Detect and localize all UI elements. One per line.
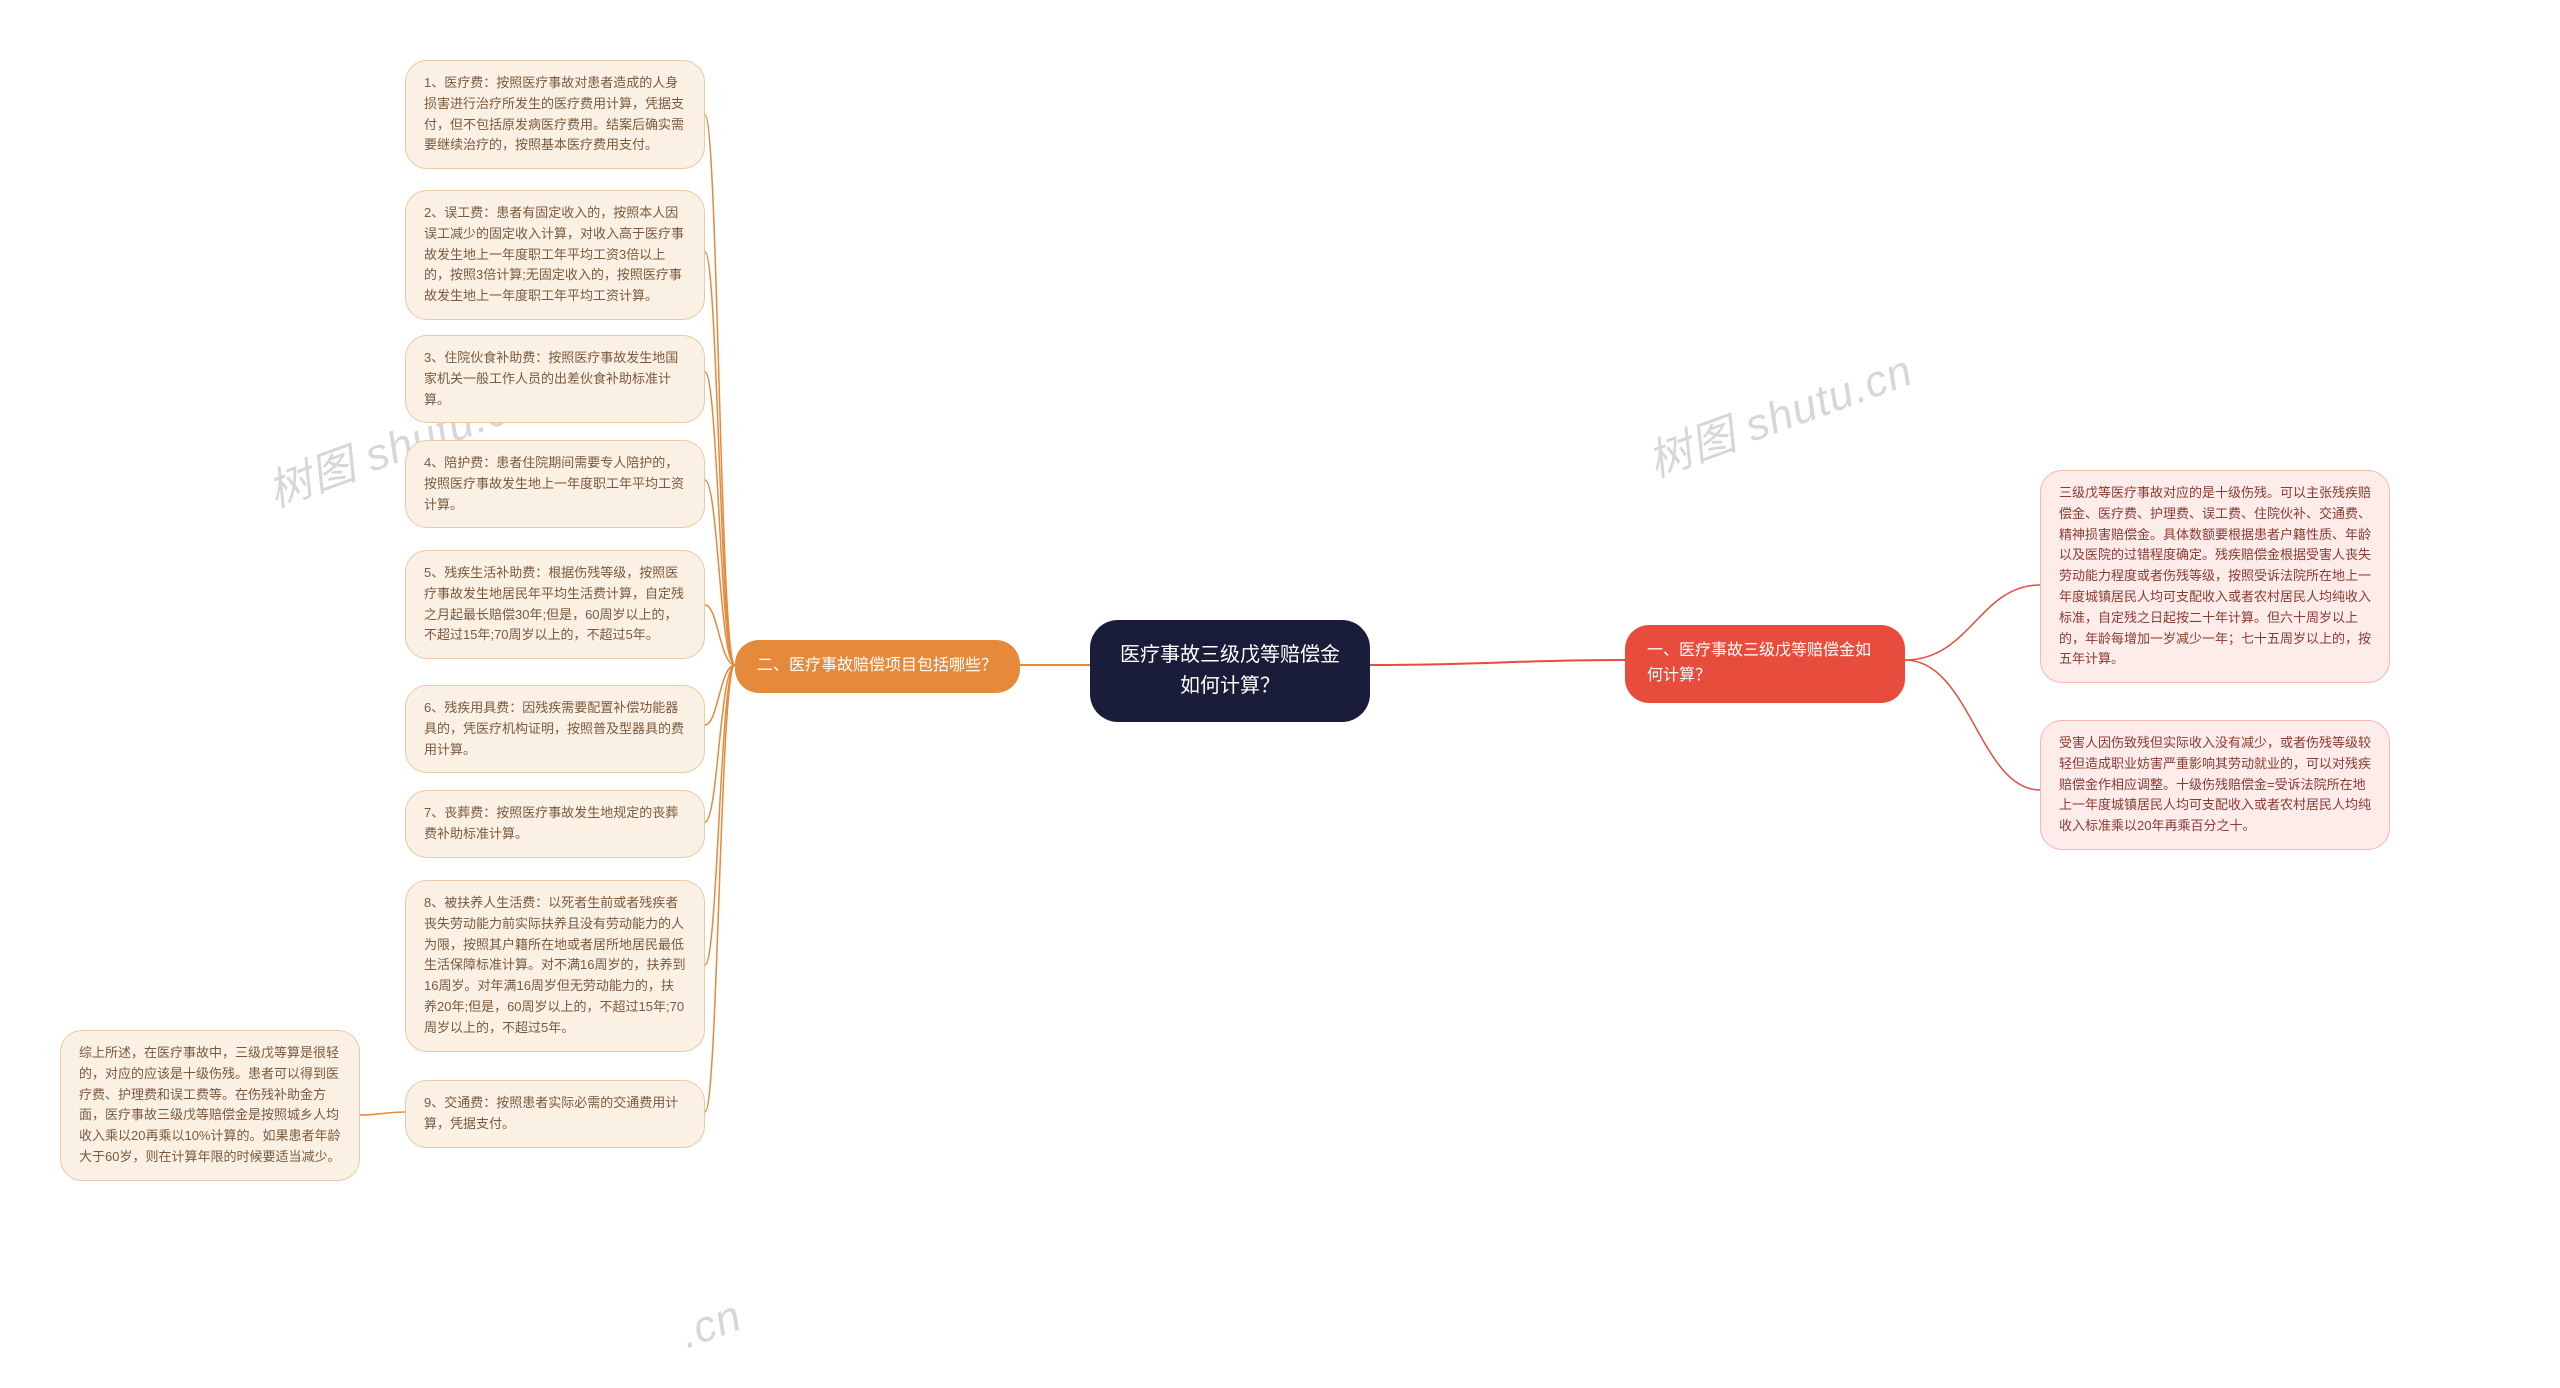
watermark: .cn bbox=[673, 1291, 748, 1359]
leaf-right-1[interactable]: 三级戊等医疗事故对应的是十级伤残。可以主张残疾赔偿金、医疗费、护理费、误工费、住… bbox=[2040, 470, 2390, 683]
leaf-text: 3、住院伙食补助费：按照医疗事故发生地国家机关一般工作人员的出差伙食补助标准计算… bbox=[424, 350, 678, 407]
leaf-left-3[interactable]: 3、住院伙食补助费：按照医疗事故发生地国家机关一般工作人员的出差伙食补助标准计算… bbox=[405, 335, 705, 423]
leaf-text: 9、交通费：按照患者实际必需的交通费用计算，凭据支付。 bbox=[424, 1095, 678, 1131]
leaf-right-2[interactable]: 受害人因伤致残但实际收入没有减少，或者伤残等级较轻但造成职业妨害严重影响其劳动就… bbox=[2040, 720, 2390, 850]
leaf-text: 4、陪护费：患者住院期间需要专人陪护的，按照医疗事故发生地上一年度职工年平均工资… bbox=[424, 455, 684, 512]
root-line2: 如何计算？ bbox=[1120, 671, 1340, 702]
branch-left[interactable]: 二、医疗事故赔偿项目包括哪些？ bbox=[735, 640, 1020, 693]
watermark: 树图 shutu.cn bbox=[1637, 334, 1920, 489]
root-node[interactable]: 医疗事故三级戊等赔偿金 如何计算？ bbox=[1090, 620, 1370, 722]
leaf-left-2[interactable]: 2、误工费：患者有固定收入的，按照本人因误工减少的固定收入计算，对收入高于医疗事… bbox=[405, 190, 705, 320]
leaf-text: 6、残疾用具费：因残疾需要配置补偿功能器具的，凭医疗机构证明，按照普及型器具的费… bbox=[424, 700, 684, 757]
leaf-text: 综上所述，在医疗事故中，三级戊等算是很轻的，对应的应该是十级伤残。患者可以得到医… bbox=[79, 1045, 340, 1164]
leaf-left-4[interactable]: 4、陪护费：患者住院期间需要专人陪护的，按照医疗事故发生地上一年度职工年平均工资… bbox=[405, 440, 705, 528]
leaf-text: 2、误工费：患者有固定收入的，按照本人因误工减少的固定收入计算，对收入高于医疗事… bbox=[424, 205, 684, 303]
branch-right[interactable]: 一、医疗事故三级戊等赔偿金如何计算？ bbox=[1625, 625, 1905, 703]
leaf-left-5[interactable]: 5、残疾生活补助费：根据伤残等级，按照医疗事故发生地居民年平均生活费计算，自定残… bbox=[405, 550, 705, 659]
leaf-left-7[interactable]: 7、丧葬费：按照医疗事故发生地规定的丧葬费补助标准计算。 bbox=[405, 790, 705, 858]
leaf-text: 5、残疾生活补助费：根据伤残等级，按照医疗事故发生地居民年平均生活费计算，自定残… bbox=[424, 565, 684, 642]
leaf-left-extra[interactable]: 综上所述，在医疗事故中，三级戊等算是很轻的，对应的应该是十级伤残。患者可以得到医… bbox=[60, 1030, 360, 1181]
leaf-text: 受害人因伤致残但实际收入没有减少，或者伤残等级较轻但造成职业妨害严重影响其劳动就… bbox=[2059, 735, 2371, 833]
leaf-text: 三级戊等医疗事故对应的是十级伤残。可以主张残疾赔偿金、医疗费、护理费、误工费、住… bbox=[2059, 485, 2371, 666]
leaf-text: 8、被扶养人生活费：以死者生前或者残疾者丧失劳动能力前实际扶养且没有劳动能力的人… bbox=[424, 895, 685, 1035]
leaf-left-6[interactable]: 6、残疾用具费：因残疾需要配置补偿功能器具的，凭医疗机构证明，按照普及型器具的费… bbox=[405, 685, 705, 773]
leaf-left-1[interactable]: 1、医疗费：按照医疗事故对患者造成的人身损害进行治疗所发生的医疗费用计算，凭据支… bbox=[405, 60, 705, 169]
leaf-left-9[interactable]: 9、交通费：按照患者实际必需的交通费用计算，凭据支付。 bbox=[405, 1080, 705, 1148]
branch-left-label: 二、医疗事故赔偿项目包括哪些？ bbox=[757, 657, 997, 674]
leaf-left-8[interactable]: 8、被扶养人生活费：以死者生前或者残疾者丧失劳动能力前实际扶养且没有劳动能力的人… bbox=[405, 880, 705, 1052]
branch-right-label: 一、医疗事故三级戊等赔偿金如何计算？ bbox=[1647, 642, 1871, 684]
root-line1: 医疗事故三级戊等赔偿金 bbox=[1120, 640, 1340, 671]
leaf-text: 7、丧葬费：按照医疗事故发生地规定的丧葬费补助标准计算。 bbox=[424, 805, 678, 841]
leaf-text: 1、医疗费：按照医疗事故对患者造成的人身损害进行治疗所发生的医疗费用计算，凭据支… bbox=[424, 75, 684, 152]
